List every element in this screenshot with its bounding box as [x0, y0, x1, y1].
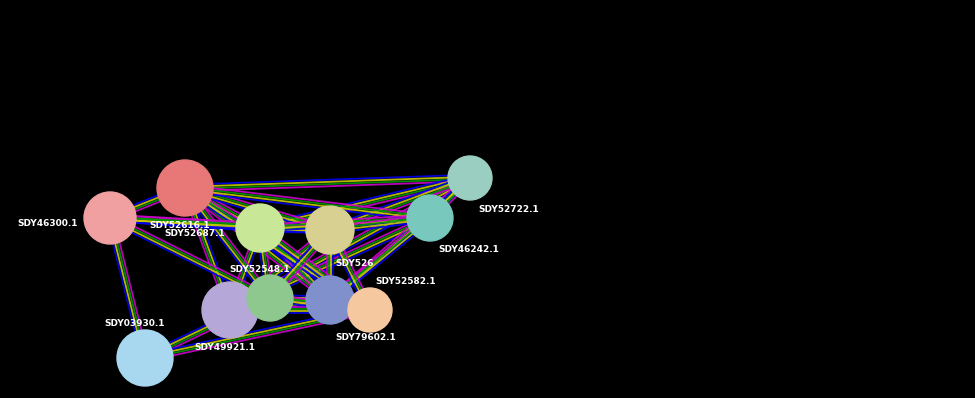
Text: SDY52548.1: SDY52548.1: [230, 265, 291, 275]
Circle shape: [348, 288, 392, 332]
Text: SDY49921.1: SDY49921.1: [194, 343, 255, 353]
Circle shape: [407, 195, 453, 241]
Circle shape: [247, 275, 293, 321]
Text: SDY79602.1: SDY79602.1: [335, 332, 396, 341]
Circle shape: [202, 282, 258, 338]
Text: SDY03930.1: SDY03930.1: [104, 318, 165, 328]
Text: SDY526: SDY526: [335, 258, 373, 267]
Text: SDY52616.1: SDY52616.1: [150, 222, 211, 230]
Text: SDY52722.1: SDY52722.1: [478, 205, 539, 215]
Text: SDY52582.1: SDY52582.1: [375, 277, 436, 287]
Circle shape: [236, 204, 284, 252]
Text: SDY46300.1: SDY46300.1: [18, 219, 78, 228]
Circle shape: [448, 156, 492, 200]
Circle shape: [157, 160, 213, 216]
Circle shape: [117, 330, 173, 386]
Circle shape: [306, 276, 354, 324]
Text: SDY52687.1: SDY52687.1: [164, 228, 225, 238]
Circle shape: [84, 192, 136, 244]
Circle shape: [306, 206, 354, 254]
Text: SDY46242.1: SDY46242.1: [438, 246, 499, 254]
